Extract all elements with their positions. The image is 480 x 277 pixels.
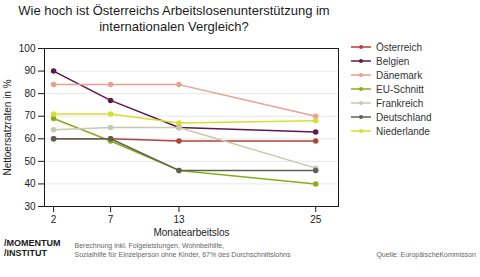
html-text:Berechnung inkl. Folgeleistung: Berechnung inkl. Folgeleistungen, Wohnbe…: [74, 242, 225, 250]
svg-text:13: 13: [173, 213, 185, 224]
svg-text:100: 100: [19, 42, 36, 53]
html-text:Belgien: Belgien: [376, 55, 410, 67]
html-text:Quelle: EuropäischeKommisson: Quelle: EuropäischeKommisson: [376, 250, 476, 258]
svg-text:50: 50: [24, 155, 36, 166]
html-text:/MOMENTUM: /MOMENTUM: [4, 237, 61, 248]
svg-text:70: 70: [24, 110, 36, 121]
html-text:Wie hoch ist Österreichs Arbei: Wie hoch ist Österreichs Arbeitslosenunt…: [18, 3, 330, 35]
html-text:Niederlande: Niederlande: [376, 125, 430, 137]
svg-text:Monatearbeitslos: Monatearbeitslos: [153, 226, 229, 237]
html-text:Sozialhilfe für Einzelperson o: Sozialhilfe für Einzelperson ohne Kinder…: [74, 250, 291, 258]
html-text:Frankreich: Frankreich: [376, 97, 424, 109]
html-text:/INSTITUT: /INSTITUT: [4, 248, 47, 259]
svg-text:25: 25: [310, 213, 322, 224]
html-text:EU-Schnitt: EU-Schnitt: [376, 83, 424, 95]
svg-text:80: 80: [24, 87, 36, 98]
html-text:Dänemark: Dänemark: [376, 69, 423, 81]
svg-text:2: 2: [51, 213, 57, 224]
html-text:Österreich: Österreich: [376, 41, 423, 53]
html-text:Deutschland: Deutschland: [376, 111, 432, 123]
svg-text:60: 60: [24, 132, 36, 143]
svg-text:90: 90: [24, 65, 36, 76]
svg-text:40: 40: [24, 178, 36, 189]
svg-text:Nettoersatzraten in %: Nettoersatzraten in %: [2, 79, 13, 175]
svg-text:7: 7: [108, 213, 114, 224]
svg-text:30: 30: [24, 200, 36, 211]
